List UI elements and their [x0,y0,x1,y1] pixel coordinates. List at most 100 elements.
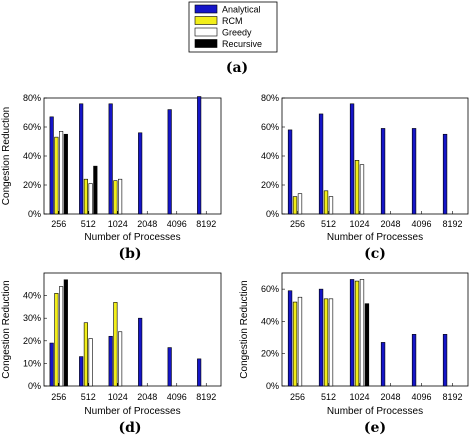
panel-label: (e) [364,420,386,436]
bar [380,128,386,215]
bar [93,165,98,215]
chart-panel: 0% 20% 40% 60% 80% 256 512 1024 2048 4096 8192 Numb… [261,93,469,262]
bar [167,109,172,215]
bar [49,342,54,387]
panel-label-a: (a) [226,60,248,76]
bar [354,280,360,387]
bar [113,180,118,215]
legend-swatch [194,27,218,37]
bar [318,113,324,215]
x-tick-label: 1024 [349,219,369,229]
y-tick-label: 0% [266,209,279,219]
y-tick-label: 0% [266,381,279,391]
y-axis-label: Congestion Reduction [1,280,12,378]
x-tick-label: 2048 [380,219,400,229]
bar [297,296,303,387]
x-tick-label: 8192 [196,392,216,402]
x-tick-label: 8192 [442,392,462,402]
y-tick-label: 60% [261,122,279,132]
x-tick-label: 256 [51,219,66,229]
x-tick-label: 1024 [108,392,128,402]
bar [292,301,298,387]
chart-panel: 0% 10% 20% 30% 40% 256 512 1024 2048 4096 8192 Numb… [1,272,222,436]
bar [54,293,59,387]
x-tick-label: 2048 [380,392,400,402]
bar [59,286,64,387]
y-tick-label: 40% [261,316,279,326]
bar [83,178,88,215]
y-tick-label: 40% [23,291,41,301]
bar [88,338,93,387]
x-tick-label: 8192 [442,219,462,229]
bar [79,356,84,387]
chart-panel: 0% 20% 40% 60% 256 512 1024 2048 4096 8192 Number … [239,272,469,436]
y-tick-label: 20% [261,349,279,359]
x-tick-label: 4096 [411,392,431,402]
x-tick-label: 4096 [167,219,187,229]
panel-label: (d) [118,420,141,436]
bar [49,116,54,215]
x-tick-label: 512 [321,219,336,229]
bar [59,131,64,215]
bar [118,331,123,387]
x-tick-label: 2048 [137,392,157,402]
legend-entry-label: RCM [222,16,243,26]
bar [88,183,93,215]
bar [442,334,448,387]
bar [113,302,118,387]
x-tick-label: 2048 [137,219,157,229]
x-tick-label: 512 [81,392,96,402]
y-tick-label: 10% [23,358,41,368]
bar [359,279,365,387]
legend-swatch [194,39,218,48]
y-tick-label: 80% [23,93,41,103]
panel-label: (c) [364,246,386,262]
bar [364,303,370,387]
legend-entry-label: Recursive [222,39,262,49]
bar [167,347,172,387]
bar [63,279,68,387]
bar [138,317,143,387]
bar [318,288,324,387]
plot-area [43,97,222,215]
bar [197,96,202,215]
x-tick-label: 4096 [411,219,431,229]
plot-area [281,272,469,387]
x-axis-label: Number of Processes [84,232,180,243]
bar [323,298,329,387]
legend-entry-label: Analytical [222,5,261,15]
bar [328,196,334,215]
bar [411,334,417,387]
bar [359,164,365,215]
y-tick-label: 80% [261,93,279,103]
y-tick-label: 20% [23,336,41,346]
panel-label: (b) [118,246,141,262]
x-tick-label: 256 [290,392,305,402]
bar [349,279,355,387]
y-tick-label: 30% [23,313,41,323]
x-tick-label: 256 [51,392,66,402]
y-tick-label: 20% [261,180,279,190]
bar [292,196,298,215]
bar [354,160,360,215]
bar [54,136,59,215]
x-tick-label: 1024 [349,392,369,402]
y-tick-label: 40% [261,151,279,161]
x-tick-label: 1024 [108,219,128,229]
bar [108,103,113,215]
bar [197,358,202,387]
y-tick-label: 0% [28,209,41,219]
y-tick-label: 60% [261,284,279,294]
y-tick-label: 20% [23,180,41,190]
bar [323,190,329,215]
bar [83,322,88,387]
legend-entry-label: Greedy [222,28,252,38]
x-tick-label: 256 [290,219,305,229]
x-axis-label: Number of Processes [327,232,423,243]
bar [442,133,448,215]
bar [297,193,303,215]
chart-panel: 0% 20% 40% 60% 80% 256 512 1024 2048 4096 8192 Numb… [1,93,222,262]
plot-area [43,272,222,387]
